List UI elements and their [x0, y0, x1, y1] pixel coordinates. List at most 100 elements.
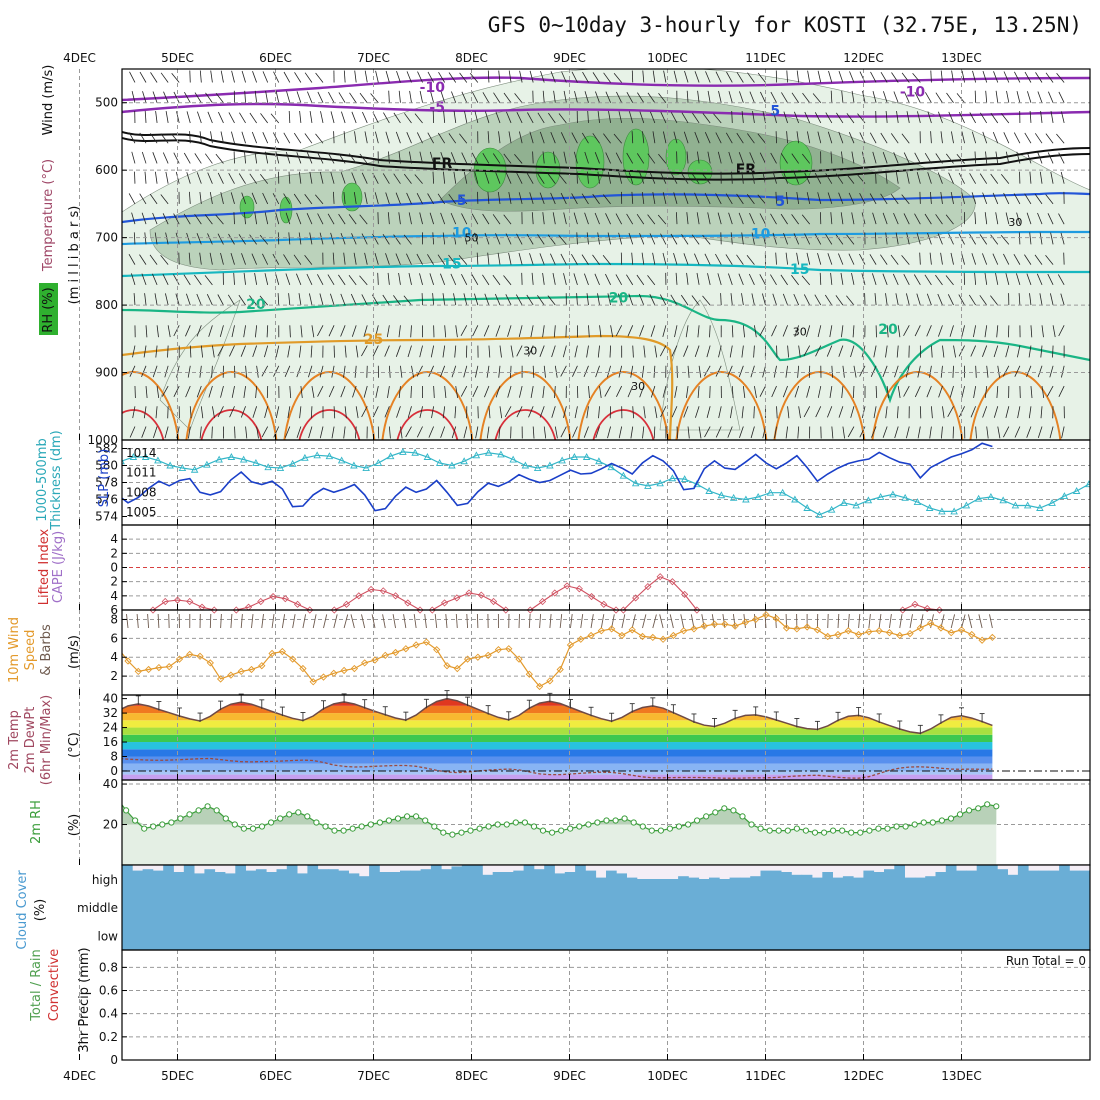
wind-barb [400, 426, 403, 439]
cloud-cell [482, 893, 494, 921]
wind-barb [194, 274, 202, 286]
wind-barb [817, 385, 822, 398]
thickness-point [595, 457, 603, 465]
cloud-cell [235, 865, 246, 893]
cloud-cell [904, 921, 916, 950]
wind-barb [319, 171, 324, 184]
thickness-point [301, 453, 309, 461]
wind-speed-point [937, 624, 945, 632]
wind-barb [662, 252, 667, 265]
cloud-cell [183, 893, 195, 921]
cloud-cell [770, 870, 782, 893]
wind-barb [736, 254, 744, 265]
wind-barb [637, 92, 645, 103]
cloud-cell [348, 893, 360, 921]
wind-barb [532, 365, 535, 378]
wind-barb [285, 151, 291, 164]
wind-barb [487, 191, 490, 204]
pressure-tick-label: 600 [95, 163, 118, 177]
cloud-cell [832, 893, 844, 921]
cloud-cell [987, 893, 998, 921]
wind-barb [542, 151, 545, 164]
isotherm-freezing [122, 137, 1090, 181]
wind-barb [603, 72, 611, 83]
thickness-point [472, 451, 481, 459]
lifted-index-point [281, 595, 289, 603]
cloud-cell [894, 893, 905, 921]
wind-barb [663, 131, 667, 144]
wind-barb [984, 212, 988, 225]
wind-barb [817, 192, 822, 205]
wind-barb [471, 274, 479, 286]
lifted-index-line [236, 595, 311, 611]
wind-barb [348, 275, 357, 286]
cloud-cell [255, 869, 267, 893]
wind-barb [912, 73, 921, 83]
cloud-level-label: middle [77, 901, 118, 915]
wind-barb [707, 151, 711, 164]
wind-barb [398, 325, 401, 338]
cloud-cell [533, 869, 545, 893]
cloud-cell [297, 921, 308, 950]
wind-barb [362, 111, 368, 124]
cloud-cell [173, 872, 185, 893]
dewpoint-line [122, 757, 993, 779]
rh2m-point [567, 825, 574, 832]
cloud-cell [1079, 893, 1090, 921]
wind-speed-point [608, 625, 616, 633]
wind-barb [630, 365, 634, 378]
wind-barb [794, 111, 800, 124]
date-label-top: 4DEC [63, 51, 96, 65]
label-2m-dewpt: 2m DewPt [23, 707, 38, 774]
wind-barb [131, 273, 136, 285]
thickness-point [313, 451, 321, 459]
wind-barb [785, 426, 788, 439]
wind-barb [131, 212, 136, 225]
isotherm-label: -5 [429, 100, 445, 116]
wind-barb [1049, 365, 1054, 378]
thickness-point [460, 457, 468, 465]
cloud-cell [430, 893, 442, 921]
thickness-point [889, 490, 897, 498]
wind-barb [990, 295, 999, 306]
wind-barb [588, 325, 590, 338]
wind-barb [388, 151, 390, 164]
panel-frame [121, 949, 1091, 1061]
wind-speed-point [268, 649, 276, 658]
wind-barb [663, 70, 667, 83]
wind-barb [300, 325, 303, 338]
wind-barb [940, 191, 943, 204]
wind-barb [560, 365, 567, 377]
wind-barb [616, 385, 623, 397]
wind-barb [893, 212, 899, 225]
wind-barb [254, 151, 258, 164]
cloud-cell [822, 921, 833, 950]
wind-barb [241, 131, 246, 144]
wind-barb [926, 385, 932, 398]
wind-barb [815, 345, 822, 357]
cloud-cell [328, 921, 339, 950]
wind-barb [532, 151, 534, 164]
wind-barb [927, 232, 932, 245]
isotherm-35 [122, 409, 165, 441]
cloud-cell [945, 921, 957, 950]
wind-barb [652, 70, 656, 83]
wind-barb-10m [323, 614, 328, 629]
wind-barb [927, 111, 932, 124]
cloud-cell [575, 893, 586, 921]
wind-barb [231, 325, 235, 338]
wind-barb-10m [445, 614, 448, 629]
wind-barb [388, 426, 391, 439]
wind-barb-10m [230, 613, 233, 629]
wind-barb [1045, 72, 1054, 83]
wind-barb [460, 325, 468, 336]
wind-barb [654, 345, 658, 358]
cloud-cell [1069, 870, 1081, 893]
temp-tick-label: 16 [103, 735, 118, 749]
wind-barb [427, 132, 434, 144]
wind-barb [156, 385, 160, 398]
cloud-cell [173, 921, 185, 950]
cloud-cell [616, 921, 627, 950]
cloud-cell [925, 893, 936, 921]
wind-barb [631, 191, 634, 204]
